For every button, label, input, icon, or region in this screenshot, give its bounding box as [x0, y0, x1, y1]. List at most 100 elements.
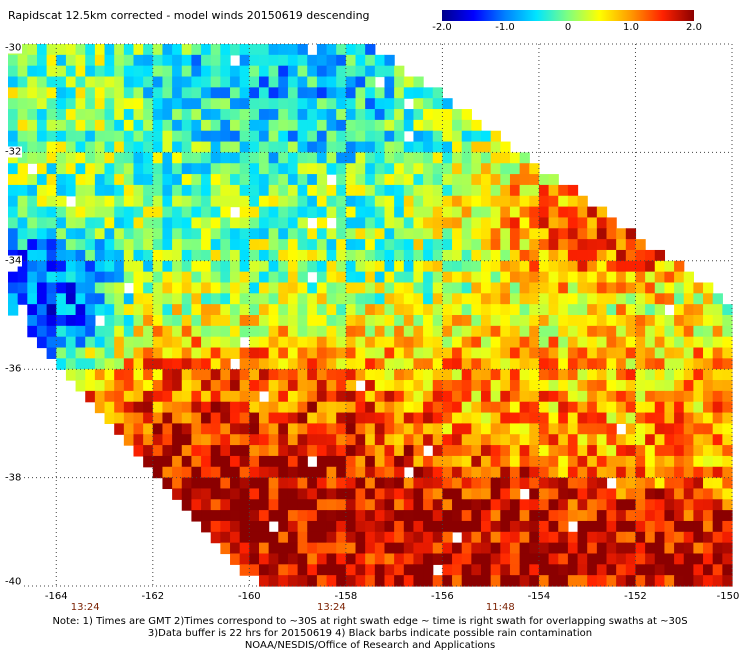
heatmap-cell	[191, 54, 202, 67]
heatmap-cell	[384, 390, 395, 403]
heatmap-cell	[703, 488, 714, 500]
heatmap-cell	[220, 239, 231, 251]
heatmap-cell	[722, 488, 733, 500]
heatmap-cell	[471, 163, 482, 175]
heatmap-cell	[423, 466, 434, 479]
heatmap-cell	[567, 304, 579, 316]
heatmap-cell	[152, 445, 164, 457]
heatmap-cell	[114, 423, 125, 435]
heatmap-cell	[172, 228, 183, 240]
heatmap-cell	[104, 54, 115, 67]
heatmap-cell	[278, 239, 289, 251]
heatmap-cell	[471, 282, 482, 294]
heatmap-cell	[471, 455, 482, 468]
heatmap-cell	[442, 510, 453, 522]
heatmap-cell	[201, 455, 212, 468]
heatmap-cell	[326, 141, 337, 153]
heatmap-cell	[191, 141, 202, 153]
heatmap-cell	[326, 575, 337, 587]
heatmap-cell	[355, 249, 366, 262]
heatmap-cell	[56, 239, 67, 251]
heatmap-cell	[345, 195, 357, 208]
heatmap-cell	[162, 141, 173, 153]
heatmap-cell	[413, 369, 424, 381]
heatmap-cell	[538, 358, 550, 370]
heatmap-cell	[239, 315, 250, 327]
heatmap-cell	[287, 184, 299, 197]
heatmap-cell	[403, 206, 415, 219]
heatmap-cell	[220, 477, 231, 490]
heatmap-cell	[8, 293, 19, 305]
heatmap-cell	[722, 434, 733, 446]
heatmap-cell	[27, 304, 38, 316]
heatmap-cell	[287, 488, 299, 500]
heatmap-cell	[490, 434, 501, 446]
heatmap-cell	[143, 455, 154, 468]
heatmap-cell	[616, 553, 627, 565]
heatmap-cell	[625, 488, 637, 500]
heatmap-cell	[181, 130, 193, 143]
heatmap-cell	[606, 249, 617, 262]
heatmap-cell	[529, 575, 540, 587]
heatmap-cell	[384, 358, 395, 370]
heatmap-cell	[133, 369, 144, 381]
heatmap-cell	[181, 347, 193, 359]
heatmap-cell	[258, 141, 270, 153]
heatmap-cell	[365, 249, 376, 262]
heatmap-cell	[56, 195, 67, 208]
heatmap-cell	[693, 520, 704, 533]
heatmap-cell	[278, 369, 289, 381]
heatmap-cell	[75, 249, 86, 262]
heatmap-cell	[616, 401, 627, 414]
heatmap-cell	[664, 369, 675, 381]
heatmap-cell	[403, 163, 415, 175]
heatmap-cell	[258, 553, 270, 565]
heatmap-cell	[345, 434, 357, 446]
heatmap-cell	[423, 553, 434, 565]
heatmap-cell	[374, 249, 386, 262]
heatmap-cell	[394, 347, 405, 359]
heatmap-cell	[384, 228, 395, 240]
heatmap-cell	[625, 445, 637, 457]
heatmap-cell	[287, 249, 299, 262]
heatmap-cell	[326, 184, 337, 197]
heatmap-cell	[577, 575, 588, 587]
heatmap-cell	[336, 325, 347, 338]
heatmap-cell	[471, 249, 482, 262]
heatmap-cell	[307, 76, 318, 88]
heatmap-cell	[461, 531, 472, 544]
heatmap-cell	[316, 336, 328, 349]
heatmap-cell	[616, 282, 627, 294]
heatmap-cell	[268, 293, 279, 305]
heatmap-cell	[674, 564, 685, 576]
heatmap-cell	[345, 336, 357, 349]
heatmap-cell	[172, 163, 183, 175]
heatmap-cell	[461, 358, 472, 370]
heatmap-cell	[230, 260, 241, 273]
heatmap-cell	[683, 390, 694, 403]
heatmap-cell	[152, 184, 164, 197]
heatmap-cell	[693, 423, 704, 435]
heatmap-cell	[654, 249, 666, 262]
note-line-2: 3)Data buffer is 22 hrs for 20150619 4) …	[147, 628, 593, 639]
heatmap-cell	[65, 65, 77, 78]
heatmap-cell	[287, 466, 299, 479]
heatmap-cell	[162, 195, 173, 208]
heatmap-cell	[423, 195, 434, 208]
heatmap-cell	[249, 553, 260, 565]
heatmap-cell	[394, 239, 405, 251]
heatmap-cell	[567, 445, 579, 457]
heatmap-cell	[287, 65, 299, 78]
heatmap-cell	[538, 380, 550, 392]
heatmap-cell	[162, 76, 173, 88]
heatmap-cell	[548, 315, 559, 327]
heatmap-cell	[278, 380, 289, 392]
heatmap-cell	[432, 206, 443, 219]
heatmap-cell	[481, 390, 492, 403]
heatmap-cell	[268, 477, 279, 490]
heatmap-cell	[307, 531, 318, 544]
heatmap-cell	[374, 130, 386, 143]
heatmap-cell	[509, 488, 521, 500]
heatmap-cell	[654, 412, 666, 424]
heatmap-cell	[239, 434, 250, 446]
